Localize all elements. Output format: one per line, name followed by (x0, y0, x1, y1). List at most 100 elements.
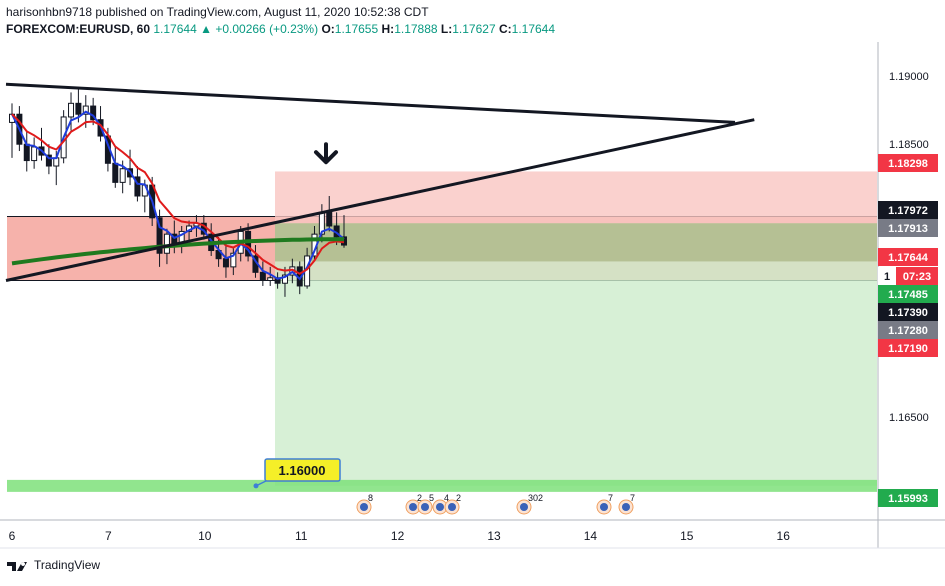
price-label-bg (878, 267, 896, 285)
footer: TradingView (6, 558, 100, 572)
event-label: 7 (608, 493, 613, 503)
price-label-bg (878, 303, 938, 321)
high-value: 1.17888 (394, 22, 438, 36)
down-arrow-icon (314, 142, 338, 165)
candle-body (163, 233, 170, 254)
callout-box (264, 458, 341, 482)
x-tick-label: 11 (295, 529, 308, 543)
x-tick-label: 10 (198, 529, 212, 543)
candle-body (82, 105, 89, 115)
callout-text: 1.16000 (279, 463, 326, 478)
event-flag-dot (436, 503, 444, 511)
x-tick-label: 16 (777, 529, 791, 543)
candle-body (31, 146, 38, 162)
price-label: 1.17485 (888, 289, 928, 301)
ema-mid-line (11, 113, 345, 275)
change: +0.00266 (+0.23%) (215, 22, 319, 36)
price-label: 1.17644 (888, 252, 929, 264)
event-label: 5 (429, 493, 434, 503)
ema-fast-line (11, 110, 345, 281)
x-tick-label: 15 (680, 529, 694, 543)
price-label: 1.17913 (888, 223, 928, 235)
event-label: 2 (417, 493, 422, 503)
symbol: FOREXCOM:EURUSD, 60 (6, 22, 151, 36)
price-label: 07:23 (903, 271, 931, 283)
candle-body (259, 271, 266, 281)
price-label: 1 (884, 271, 890, 283)
event-flag-dot (409, 503, 417, 511)
high-label: H: (381, 22, 395, 36)
event-flag-dot (622, 503, 630, 511)
candle-body (23, 143, 30, 162)
price-label: 1.15993 (888, 493, 928, 505)
candle-body (134, 176, 141, 197)
event-flag-dot (421, 503, 429, 511)
candle-body (267, 277, 274, 282)
open-label: O: (321, 22, 335, 36)
candle-body (112, 162, 119, 183)
y-tick-label: 1.16500 (889, 412, 929, 424)
x-tick-label: 7 (105, 529, 112, 543)
price-label-bg (878, 489, 938, 507)
candle-body (230, 252, 237, 268)
candle-body (281, 274, 288, 284)
candle-body (119, 168, 126, 183)
trendline (5, 82, 736, 124)
event-label: 8 (368, 493, 373, 503)
price-label-bg (878, 285, 938, 303)
open-value: 1.17655 (334, 22, 379, 36)
ma-slow-line (11, 237, 345, 266)
y-tick-label: 1.19000 (889, 71, 929, 83)
price-label: 1.17190 (888, 343, 928, 355)
close-label: C: (498, 22, 512, 36)
price-label-bg (878, 219, 938, 237)
y-tick-label: 1.18500 (889, 139, 929, 151)
x-tick-label: 6 (9, 529, 16, 543)
up-arrow-icon: ▲ (200, 22, 212, 36)
brand-name[interactable]: TradingView (34, 558, 101, 572)
trendlines (5, 82, 755, 282)
entry-zone (275, 223, 877, 262)
symbol-line: FOREXCOM:EURUSD, 60 1.17644 ▲ +0.00266 (… (6, 21, 555, 38)
chart-header: harisonhbn9718 published on TradingView.… (6, 4, 555, 38)
price-label-bg (896, 267, 938, 285)
indicator-lines (11, 110, 345, 281)
event-label: 302 (528, 493, 543, 503)
x-tick-label: 12 (391, 529, 405, 543)
candle-body (222, 258, 229, 268)
event-flag-dot (600, 503, 608, 511)
stop-loss-zone (275, 171, 877, 224)
price-label: 1.18298 (888, 158, 928, 170)
price-label: 1.17972 (888, 205, 928, 217)
x-tick-label: 14 (584, 529, 598, 543)
publish-line: harisonhbn9718 published on TradingView.… (6, 5, 429, 19)
price-label-bg (878, 201, 938, 219)
event-flag-dot (448, 503, 456, 511)
x-tick-label: 13 (487, 529, 501, 543)
event-label: 4 (444, 493, 449, 503)
event-label: 7 (630, 493, 635, 503)
candle-body (90, 105, 97, 121)
candle-body (75, 102, 82, 115)
price-label-bg (878, 321, 938, 339)
tradingview-logo-icon (7, 562, 27, 571)
take-profit-zone (275, 223, 877, 486)
callout-anchor (253, 483, 259, 489)
low-value: 1.17627 (452, 22, 496, 36)
trendline (5, 118, 755, 282)
candle-body (156, 217, 163, 254)
event-flag-dot (360, 503, 368, 511)
price-labels: 1.18298 1.17972 1.17913 1.17644 1 07:23 1.1748… (878, 154, 938, 507)
candle-body (68, 102, 75, 118)
last-price: 1.17644 (153, 22, 197, 36)
candle-body (326, 211, 333, 227)
candle-body (245, 230, 252, 257)
low-label: L: (440, 22, 453, 36)
price-label: 1.17280 (888, 325, 928, 337)
candle-body (45, 154, 52, 167)
price-label-bg (878, 248, 938, 266)
event-flag-dot (520, 503, 528, 511)
price-label: 1.17390 (888, 307, 928, 319)
